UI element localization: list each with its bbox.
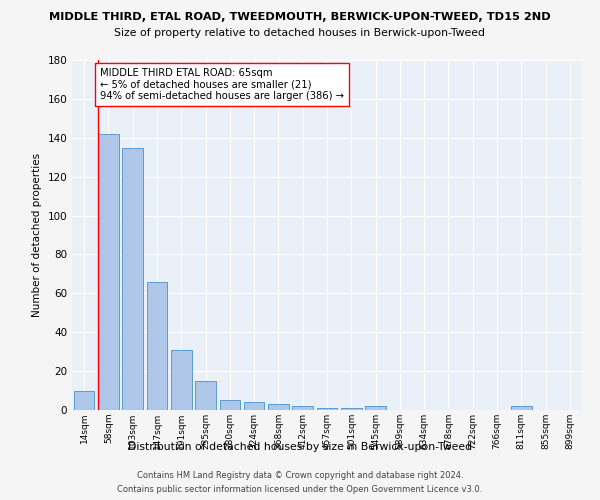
Bar — [195, 381, 216, 410]
Bar — [317, 408, 337, 410]
Bar — [74, 390, 94, 410]
Y-axis label: Number of detached properties: Number of detached properties — [32, 153, 42, 317]
Bar — [244, 402, 265, 410]
Bar — [511, 406, 532, 410]
Bar — [220, 400, 240, 410]
Bar — [171, 350, 191, 410]
Text: Distribution of detached houses by size in Berwick-upon-Tweed: Distribution of detached houses by size … — [128, 442, 472, 452]
Text: Contains public sector information licensed under the Open Government Licence v3: Contains public sector information licen… — [118, 485, 482, 494]
Text: Size of property relative to detached houses in Berwick-upon-Tweed: Size of property relative to detached ho… — [115, 28, 485, 38]
Bar — [365, 406, 386, 410]
Text: MIDDLE THIRD ETAL ROAD: 65sqm
← 5% of detached houses are smaller (21)
94% of se: MIDDLE THIRD ETAL ROAD: 65sqm ← 5% of de… — [100, 68, 344, 101]
Bar — [98, 134, 119, 410]
Text: Contains HM Land Registry data © Crown copyright and database right 2024.: Contains HM Land Registry data © Crown c… — [137, 471, 463, 480]
Bar — [146, 282, 167, 410]
Bar — [341, 408, 362, 410]
Bar — [268, 404, 289, 410]
Text: MIDDLE THIRD, ETAL ROAD, TWEEDMOUTH, BERWICK-UPON-TWEED, TD15 2ND: MIDDLE THIRD, ETAL ROAD, TWEEDMOUTH, BER… — [49, 12, 551, 22]
Bar — [292, 406, 313, 410]
Bar — [122, 148, 143, 410]
